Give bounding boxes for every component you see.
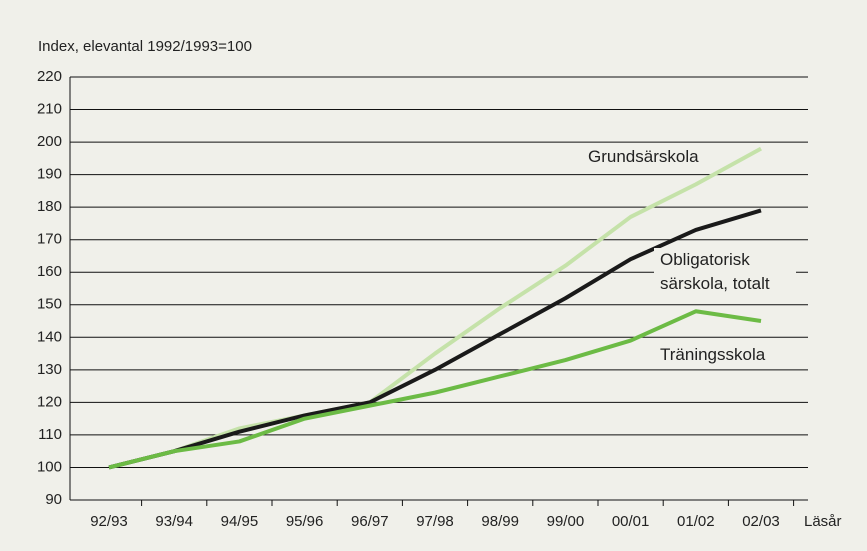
x-tick-label: 97/98 bbox=[416, 513, 454, 530]
x-axis-label: Läsår bbox=[804, 513, 842, 530]
y-tick-label: 200 bbox=[37, 133, 62, 150]
x-tick-label: 02/03 bbox=[742, 513, 780, 530]
y-tick-label: 100 bbox=[37, 458, 62, 475]
series-line bbox=[108, 208, 762, 470]
y-tick-label: 150 bbox=[37, 296, 62, 313]
y-tick-label: 130 bbox=[37, 361, 62, 378]
x-tick-label: 93/94 bbox=[155, 513, 193, 530]
x-tick-label: 95/96 bbox=[286, 513, 324, 530]
x-tick-label: 00/01 bbox=[612, 513, 650, 530]
x-tick-label: 98/99 bbox=[481, 513, 519, 530]
y-tick-label: 120 bbox=[37, 393, 62, 410]
y-tick-label: 90 bbox=[45, 491, 62, 508]
x-tick-label: 96/97 bbox=[351, 513, 389, 530]
x-tick-label: 94/95 bbox=[221, 513, 259, 530]
y-tick-label: 220 bbox=[37, 68, 62, 85]
legend-label: Träningsskola bbox=[654, 343, 772, 367]
y-tick-label: 160 bbox=[37, 263, 62, 280]
y-tick-label: 140 bbox=[37, 328, 62, 345]
y-tick-label: 170 bbox=[37, 231, 62, 248]
y-axis-label: Index, elevantal 1992/1993=100 bbox=[38, 38, 252, 55]
series-line bbox=[108, 146, 762, 470]
y-tick-label: 190 bbox=[37, 166, 62, 183]
y-tick-label: 110 bbox=[38, 426, 62, 443]
x-tick-label: 01/02 bbox=[677, 513, 715, 530]
legend-label: Obligatorisk särskola, totalt bbox=[654, 248, 796, 296]
y-tick-label: 210 bbox=[37, 101, 62, 118]
legend-label: Grundsärskola bbox=[582, 145, 705, 169]
x-tick-label: 99/00 bbox=[547, 513, 585, 530]
y-tick-label: 180 bbox=[37, 198, 62, 215]
series-line bbox=[108, 309, 762, 470]
x-tick-label: 92/93 bbox=[90, 513, 128, 530]
